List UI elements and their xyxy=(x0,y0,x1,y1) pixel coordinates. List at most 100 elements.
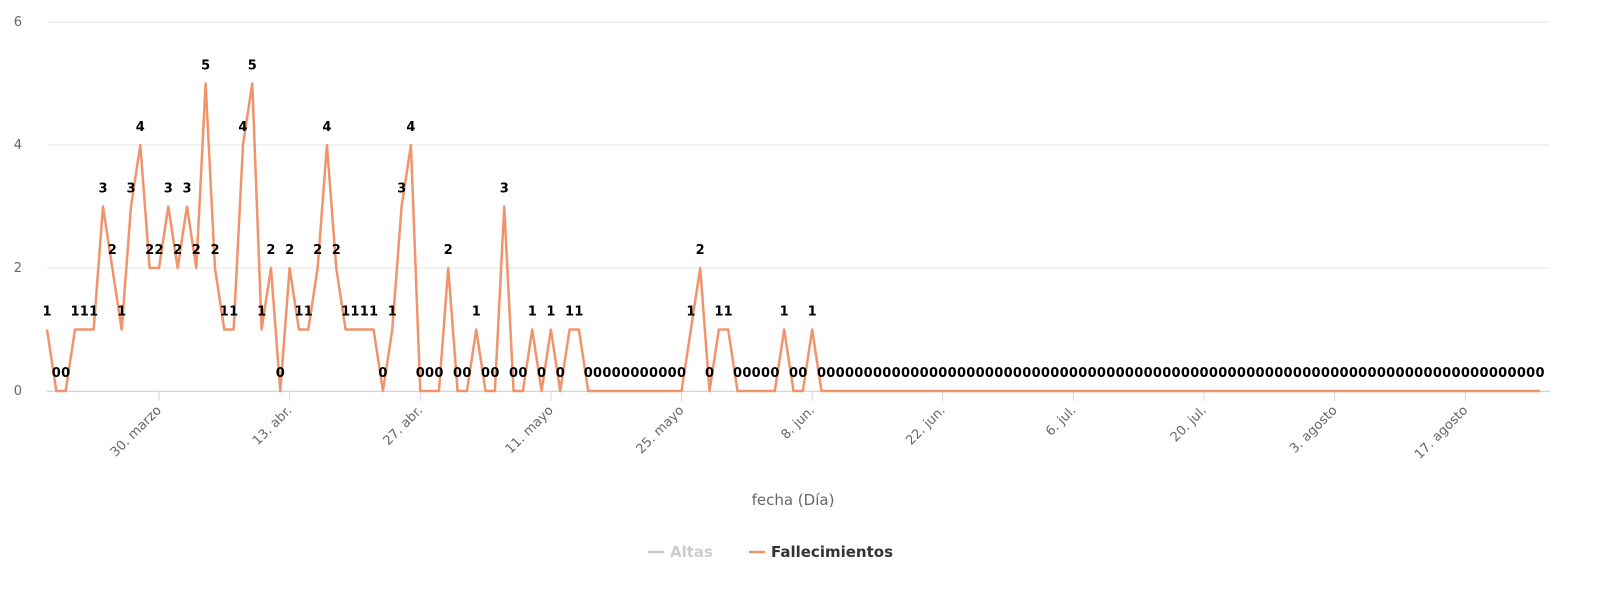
data-label: 0 xyxy=(1414,366,1423,381)
data-label: 0 xyxy=(1442,366,1451,381)
data-label: 0 xyxy=(1134,366,1143,381)
data-label: 0 xyxy=(1181,366,1190,381)
data-label: 0 xyxy=(434,366,443,381)
data-label: 1 xyxy=(369,305,378,320)
data-label: 0 xyxy=(761,366,770,381)
data-label: 0 xyxy=(957,366,966,381)
data-label: 0 xyxy=(453,366,462,381)
data-label: 2 xyxy=(154,243,163,258)
data-label: 1 xyxy=(808,305,817,320)
data-label: 1 xyxy=(229,305,238,320)
data-label: 0 xyxy=(985,366,994,381)
data-label: 5 xyxy=(201,59,210,74)
x-tick-label: 30. marzo xyxy=(108,403,165,460)
series-line xyxy=(45,82,1540,393)
data-label: 1 xyxy=(574,305,583,320)
data-label: 0 xyxy=(817,366,826,381)
legend-item[interactable]: Fallecimientos xyxy=(748,543,893,561)
data-label: 0 xyxy=(1153,366,1162,381)
x-tick-label: 25. mayo xyxy=(634,403,688,457)
data-label: 0 xyxy=(556,366,565,381)
data-label: 2 xyxy=(285,243,294,258)
data-label: 0 xyxy=(948,366,957,381)
data-label: 0 xyxy=(658,366,667,381)
data-label: 0 xyxy=(1032,366,1041,381)
data-label: 0 xyxy=(1386,366,1395,381)
data-label: 0 xyxy=(910,366,919,381)
data-label: 0 xyxy=(416,366,425,381)
x-tick-label: 27. abr. xyxy=(381,403,426,448)
data-label: 0 xyxy=(630,366,639,381)
data-label: 2 xyxy=(696,243,705,258)
data-label: 0 xyxy=(826,366,835,381)
data-label: 0 xyxy=(1312,366,1321,381)
data-label: 0 xyxy=(1022,366,1031,381)
data-label: 0 xyxy=(1265,366,1274,381)
data-label: 4 xyxy=(406,120,415,135)
data-label: 0 xyxy=(481,366,490,381)
data-label: 1 xyxy=(565,305,574,320)
data-label: 1 xyxy=(220,305,229,320)
data-label: 0 xyxy=(836,366,845,381)
data-label: 0 xyxy=(378,366,387,381)
data-label: 0 xyxy=(276,366,285,381)
data-label: 1 xyxy=(117,305,126,320)
data-label: 0 xyxy=(1246,366,1255,381)
y-tick-label: 2 xyxy=(14,261,22,276)
data-label: 0 xyxy=(1041,366,1050,381)
data-label: 0 xyxy=(1433,366,1442,381)
data-label: 0 xyxy=(1060,366,1069,381)
data-label: 4 xyxy=(238,120,247,135)
data-label: 0 xyxy=(873,366,882,381)
x-axis-title: fecha (Día) xyxy=(752,491,835,509)
data-label: 0 xyxy=(1172,366,1181,381)
data-label: 0 xyxy=(1284,366,1293,381)
data-label: 3 xyxy=(397,182,406,197)
data-label: 0 xyxy=(770,366,779,381)
data-label: 2 xyxy=(444,243,453,258)
data-label: 0 xyxy=(1535,366,1544,381)
data-label: 0 xyxy=(864,366,873,381)
data-label: 0 xyxy=(1368,366,1377,381)
data-label: 1 xyxy=(686,305,695,320)
data-label: 0 xyxy=(1078,366,1087,381)
data-label: 0 xyxy=(845,366,854,381)
data-label: 0 xyxy=(938,366,947,381)
data-label: 0 xyxy=(612,366,621,381)
data-label: 0 xyxy=(1088,366,1097,381)
data-label: 0 xyxy=(640,366,649,381)
data-label: 0 xyxy=(1004,366,1013,381)
y-tick-label: 6 xyxy=(14,15,22,30)
data-label: 0 xyxy=(584,366,593,381)
data-label: 0 xyxy=(1162,366,1171,381)
x-tick-label: 3. agosto xyxy=(1287,403,1340,456)
data-label: 0 xyxy=(1377,366,1386,381)
data-label: 3 xyxy=(182,182,191,197)
data-label: 0 xyxy=(1237,366,1246,381)
data-label: 0 xyxy=(1106,366,1115,381)
data-label: 0 xyxy=(1302,366,1311,381)
data-label: 0 xyxy=(1517,366,1526,381)
x-tick-label: 8. jun. xyxy=(779,403,818,442)
data-label: 0 xyxy=(1228,366,1237,381)
data-label: 0 xyxy=(1293,366,1302,381)
data-label: 5 xyxy=(248,59,257,74)
data-label: 0 xyxy=(752,366,761,381)
data-label: 0 xyxy=(61,366,70,381)
legend-item[interactable]: Altas xyxy=(648,543,713,561)
data-label: 0 xyxy=(52,366,61,381)
data-label: 1 xyxy=(70,305,79,320)
data-label: 1 xyxy=(89,305,98,320)
data-label: 1 xyxy=(780,305,789,320)
x-tick-label: 13. abr. xyxy=(250,403,295,448)
data-label: 3 xyxy=(126,182,135,197)
data-label: 0 xyxy=(705,366,714,381)
data-label: 0 xyxy=(1209,366,1218,381)
data-label: 0 xyxy=(537,366,546,381)
data-label: 0 xyxy=(425,366,434,381)
legend-label: Fallecimientos xyxy=(771,543,893,561)
data-label: 0 xyxy=(462,366,471,381)
data-label: 1 xyxy=(80,305,89,320)
data-label: 0 xyxy=(1144,366,1153,381)
data-label: 0 xyxy=(1451,366,1460,381)
